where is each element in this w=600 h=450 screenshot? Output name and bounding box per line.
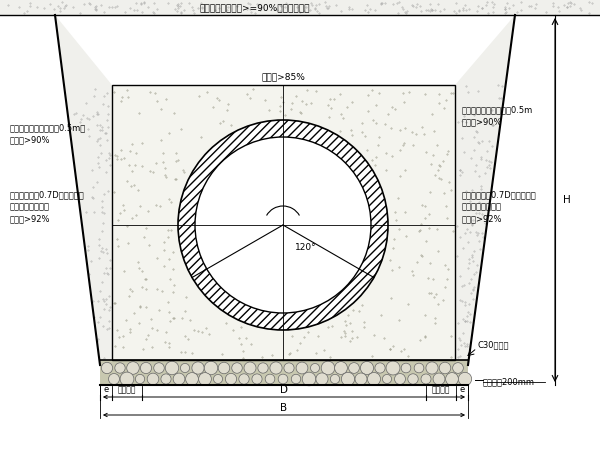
Circle shape (109, 374, 119, 384)
Circle shape (458, 372, 472, 386)
Text: 密实度>92%: 密实度>92% (10, 215, 50, 224)
Circle shape (452, 363, 463, 374)
Circle shape (173, 373, 185, 385)
Text: e: e (103, 386, 109, 395)
Circle shape (232, 363, 242, 373)
Text: C30混凝土: C30混凝土 (478, 341, 509, 350)
Circle shape (239, 374, 249, 384)
Bar (112, 85, 455, 360)
Circle shape (291, 374, 301, 384)
Circle shape (310, 364, 320, 373)
Circle shape (316, 373, 328, 385)
Circle shape (244, 362, 256, 374)
Circle shape (265, 374, 275, 384)
Circle shape (195, 137, 371, 313)
Circle shape (382, 374, 392, 383)
Circle shape (199, 373, 211, 385)
Circle shape (192, 362, 204, 374)
Circle shape (140, 362, 152, 373)
Circle shape (386, 361, 400, 375)
Text: H: H (563, 195, 571, 205)
Text: 密实填区：至管顶以上0.5m: 密实填区：至管顶以上0.5m (462, 105, 533, 114)
Circle shape (154, 363, 164, 373)
Circle shape (321, 361, 335, 375)
Circle shape (101, 362, 113, 373)
Polygon shape (455, 15, 515, 365)
Circle shape (115, 363, 125, 373)
Circle shape (421, 374, 431, 384)
Text: 碎砂垫层200mm: 碎砂垫层200mm (483, 378, 535, 387)
Circle shape (204, 361, 218, 375)
Circle shape (426, 362, 438, 374)
Circle shape (226, 374, 236, 385)
Circle shape (214, 374, 223, 383)
Polygon shape (55, 15, 112, 365)
Circle shape (361, 361, 374, 374)
Circle shape (367, 373, 380, 386)
Polygon shape (100, 360, 468, 385)
Circle shape (335, 362, 347, 374)
Text: 管托层宽: 管托层宽 (118, 386, 136, 395)
Text: 主回填料：至0.7D，满足回填: 主回填料：至0.7D，满足回填 (10, 190, 85, 199)
Circle shape (181, 364, 190, 373)
Circle shape (446, 373, 458, 385)
Text: 密实度>90%: 密实度>90% (462, 117, 503, 126)
Circle shape (252, 374, 262, 384)
Circle shape (401, 363, 411, 373)
Text: e: e (460, 386, 464, 395)
Circle shape (218, 362, 230, 374)
Circle shape (375, 363, 385, 373)
Text: 一般填区：密实度>=90%通用路基要求: 一般填区：密实度>=90%通用路基要求 (200, 4, 311, 13)
Circle shape (161, 374, 171, 384)
Circle shape (120, 372, 134, 386)
Circle shape (439, 362, 451, 374)
Text: 密实填区：至管顶以上0.5m，: 密实填区：至管顶以上0.5m， (10, 123, 86, 132)
Text: D: D (280, 385, 288, 395)
Circle shape (270, 362, 282, 374)
Circle shape (258, 363, 268, 373)
Circle shape (331, 374, 340, 384)
Circle shape (165, 361, 179, 375)
Bar (112, 85, 455, 360)
Circle shape (355, 373, 367, 385)
Circle shape (278, 374, 288, 384)
Circle shape (408, 374, 418, 384)
Text: 密实度>85%: 密实度>85% (261, 72, 305, 81)
Text: 主回填料：至0.7D，满足回填: 主回填料：至0.7D，满足回填 (462, 190, 537, 199)
Circle shape (136, 374, 145, 384)
Text: 管托层宽: 管托层宽 (432, 386, 450, 395)
Circle shape (433, 373, 445, 385)
Circle shape (185, 373, 199, 385)
Text: 120°: 120° (295, 243, 317, 252)
Circle shape (341, 372, 355, 386)
Circle shape (395, 374, 406, 384)
Circle shape (147, 373, 159, 385)
Text: B: B (280, 403, 287, 413)
Text: 要求的原上回填，: 要求的原上回填， (10, 202, 50, 211)
Circle shape (178, 120, 388, 330)
Text: 密实度>90%: 密实度>90% (10, 135, 50, 144)
Circle shape (302, 372, 316, 386)
Circle shape (349, 363, 359, 374)
Polygon shape (0, 0, 600, 15)
Circle shape (296, 362, 308, 374)
Text: 密实度>92%: 密实度>92% (462, 215, 503, 224)
Text: 要求的原上回填，: 要求的原上回填， (462, 202, 502, 211)
Circle shape (127, 362, 139, 374)
Circle shape (284, 363, 294, 373)
Circle shape (414, 363, 424, 373)
